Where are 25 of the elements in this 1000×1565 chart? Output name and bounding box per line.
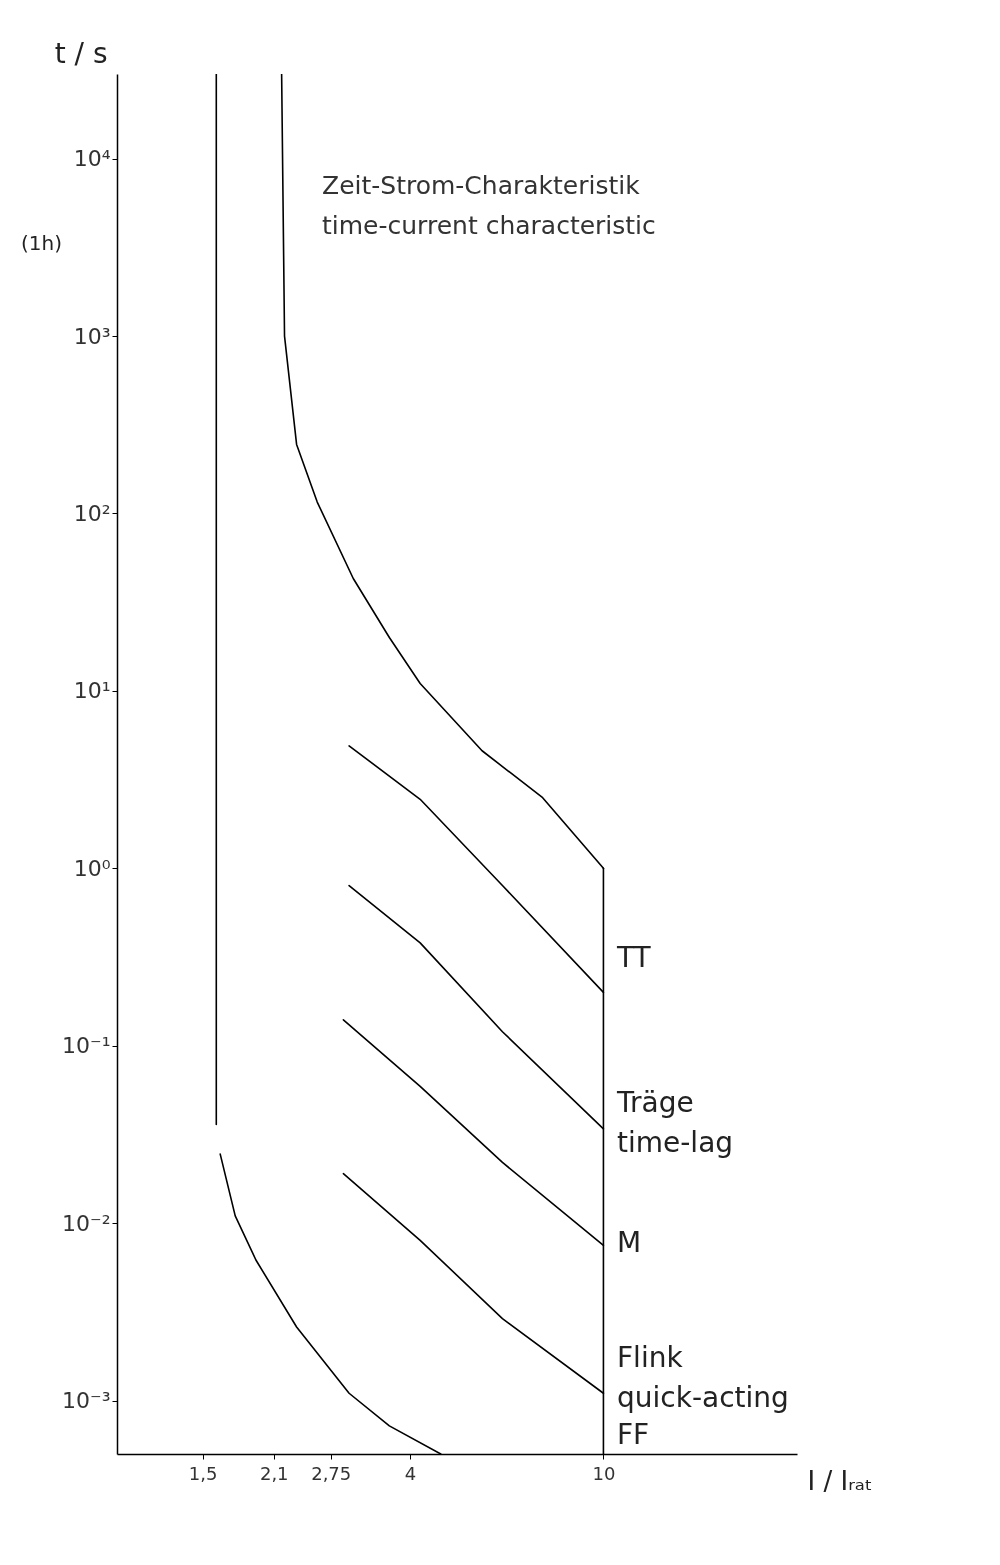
x-tick-label: 10 xyxy=(592,1462,616,1484)
y-tick-label: 10⁻¹ xyxy=(62,1033,111,1059)
text: time-current characteristic xyxy=(322,211,656,240)
y-tick-label: 10¹ xyxy=(73,678,111,704)
y-tick-label: 10⁻² xyxy=(62,1210,111,1236)
annotation: time-lag xyxy=(617,1126,734,1159)
y-tick-label: 10³ xyxy=(73,323,111,349)
annotation: TT xyxy=(616,941,652,974)
x-tick-label: 1,5 xyxy=(188,1462,218,1484)
annotation: quick-acting xyxy=(617,1381,789,1414)
annotation: M xyxy=(617,1226,642,1259)
annotation: Träge xyxy=(616,1086,694,1119)
x-tick-label: 2,75 xyxy=(311,1462,352,1484)
y-tick-label: 10² xyxy=(73,500,111,526)
x-tick-label: 4 xyxy=(404,1462,417,1484)
y-tick-label: 10⁻³ xyxy=(62,1388,111,1414)
text: (1h) xyxy=(20,231,62,255)
x-axis-title: I / Iᵣₐₜ xyxy=(807,1465,873,1496)
text: Zeit-Strom-Charakteristik xyxy=(322,171,641,200)
x-tick-label: 2,1 xyxy=(259,1462,289,1484)
y-tick-label: 10⁴ xyxy=(73,146,111,172)
annotation: Flink xyxy=(617,1341,684,1374)
y-tick-label: 10⁰ xyxy=(73,855,111,881)
y-axis-title: t / s xyxy=(54,36,108,70)
annotation: FF xyxy=(617,1418,650,1451)
